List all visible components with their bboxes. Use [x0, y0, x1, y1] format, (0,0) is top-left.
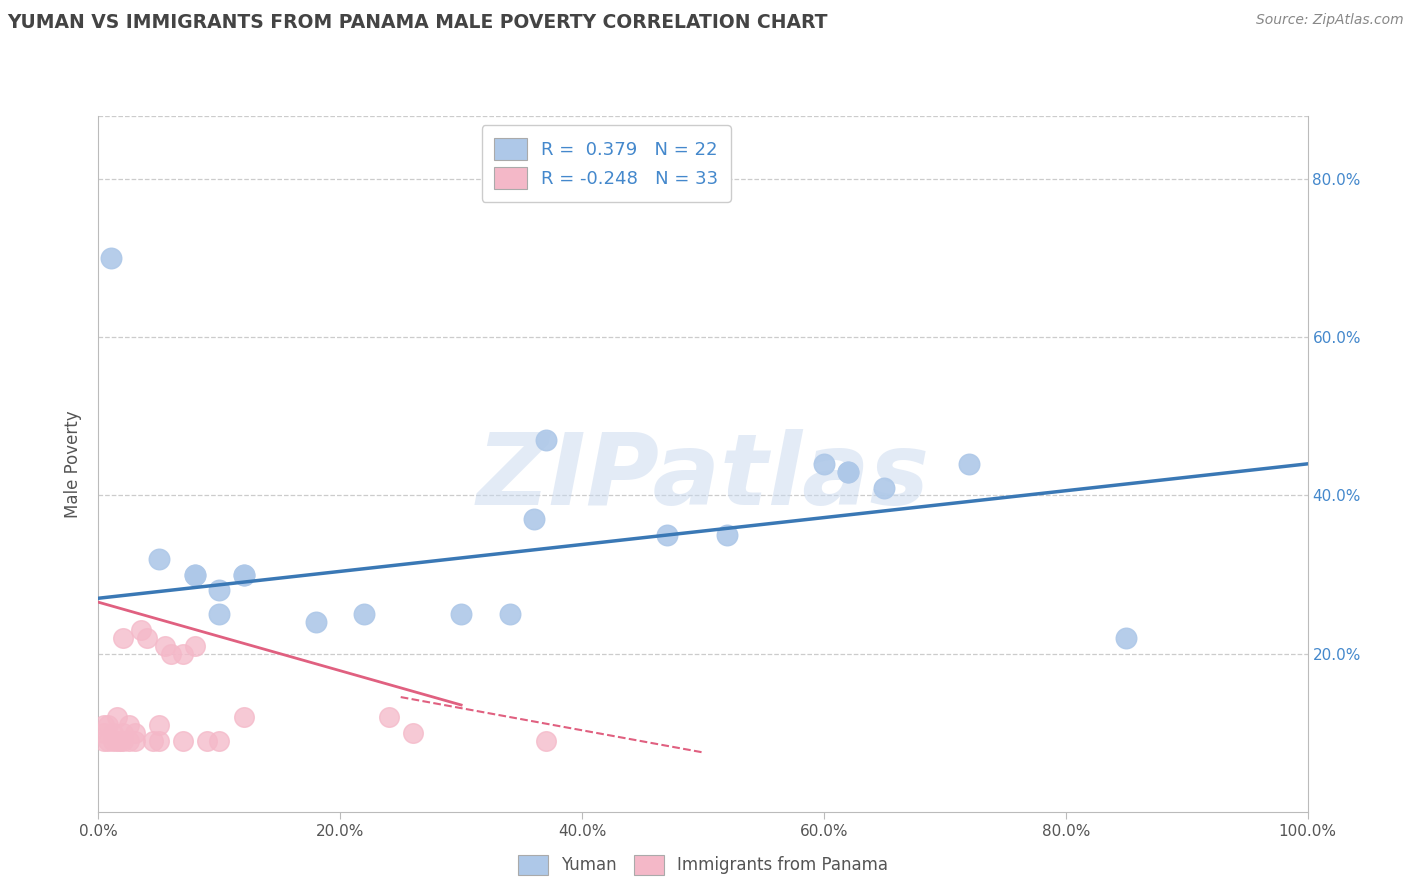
- Point: [105, 710, 128, 724]
- Point: [184, 567, 207, 582]
- Point: [135, 631, 157, 645]
- Point: [101, 725, 124, 739]
- Point: [716, 528, 738, 542]
- Point: [534, 433, 557, 447]
- Point: [124, 725, 146, 739]
- Point: [153, 639, 176, 653]
- Point: [957, 457, 980, 471]
- Point: [148, 733, 170, 747]
- Point: [208, 607, 231, 621]
- Point: [523, 512, 546, 526]
- Point: [377, 710, 399, 724]
- Point: [534, 733, 557, 747]
- Point: [111, 725, 134, 739]
- Legend: Yuman, Immigrants from Panama: Yuman, Immigrants from Panama: [510, 847, 896, 883]
- Point: [232, 567, 254, 582]
- Point: [232, 567, 254, 582]
- Point: [172, 647, 194, 661]
- Point: [813, 457, 835, 471]
- Point: [837, 465, 859, 479]
- Point: [873, 481, 896, 495]
- Point: [105, 733, 128, 747]
- Point: [208, 583, 231, 598]
- Point: [111, 733, 134, 747]
- Point: [93, 733, 115, 747]
- Text: ZIPatlas: ZIPatlas: [477, 429, 929, 526]
- Point: [402, 725, 425, 739]
- Point: [450, 607, 472, 621]
- Point: [232, 710, 254, 724]
- Point: [172, 733, 194, 747]
- Point: [655, 528, 678, 542]
- Point: [108, 733, 131, 747]
- Point: [148, 717, 170, 731]
- Point: [184, 567, 207, 582]
- Point: [124, 733, 146, 747]
- Point: [142, 733, 165, 747]
- Text: Source: ZipAtlas.com: Source: ZipAtlas.com: [1256, 13, 1403, 28]
- Point: [148, 551, 170, 566]
- Point: [208, 733, 231, 747]
- Point: [353, 607, 375, 621]
- Y-axis label: Male Poverty: Male Poverty: [65, 410, 83, 517]
- Point: [93, 725, 115, 739]
- Point: [118, 717, 141, 731]
- Text: YUMAN VS IMMIGRANTS FROM PANAMA MALE POVERTY CORRELATION CHART: YUMAN VS IMMIGRANTS FROM PANAMA MALE POV…: [7, 13, 828, 32]
- Point: [184, 639, 207, 653]
- Point: [93, 717, 115, 731]
- Point: [305, 615, 328, 629]
- Point: [101, 733, 124, 747]
- Point: [129, 623, 152, 637]
- Point: [111, 631, 134, 645]
- Point: [100, 252, 122, 266]
- Point: [160, 647, 183, 661]
- Point: [195, 733, 218, 747]
- Point: [498, 607, 520, 621]
- Point: [118, 733, 141, 747]
- Point: [1115, 631, 1137, 645]
- Point: [97, 717, 120, 731]
- Point: [837, 465, 859, 479]
- Point: [97, 733, 120, 747]
